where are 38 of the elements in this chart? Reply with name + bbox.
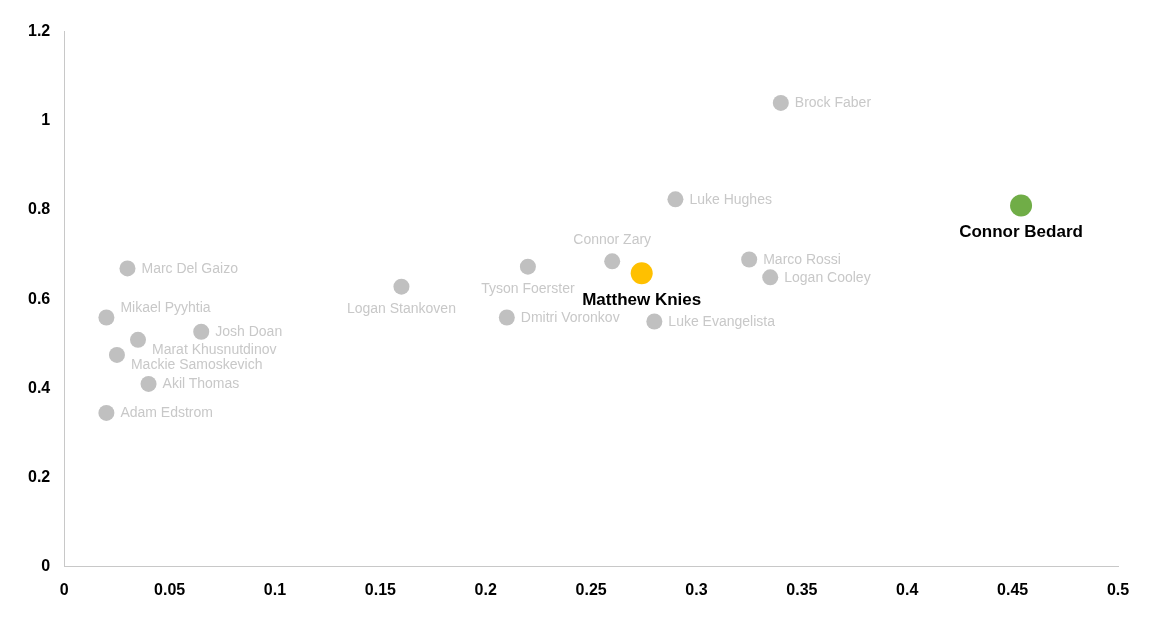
- point: [646, 313, 663, 330]
- x-tick-label: 0: [59, 580, 69, 598]
- point: [98, 404, 115, 421]
- point: [130, 331, 147, 348]
- series-label: Connor Bedard: [959, 221, 1083, 241]
- x-tick-label: 0.2: [474, 580, 497, 598]
- x-tick-label: 0.5: [1106, 580, 1130, 598]
- y-tick-label: 0.4: [27, 378, 51, 396]
- x-tick-label: 0.4: [896, 580, 919, 598]
- y-tick-label: 1: [41, 111, 51, 129]
- point: [98, 309, 115, 326]
- x-tick-label: 0.05: [154, 580, 186, 598]
- point: [108, 346, 125, 363]
- y-tick-label: 0.6: [27, 289, 51, 307]
- y-tick-label: 1.2: [27, 22, 51, 40]
- x-tick-label: 0.45: [997, 580, 1029, 598]
- x-tick-label: 0.35: [786, 580, 818, 598]
- point: [772, 94, 789, 111]
- x-tick-label: 0.25: [575, 580, 607, 598]
- x-tick-label: 0.3: [685, 580, 708, 598]
- point: [393, 278, 410, 295]
- x-tick-label: 0.15: [364, 580, 397, 598]
- point: [667, 191, 684, 208]
- point: [119, 260, 136, 277]
- series-label: Matthew Knies: [582, 289, 702, 309]
- y-tick-label: 0: [41, 557, 51, 575]
- point: [741, 251, 758, 268]
- x-tick-label: 0.1: [263, 580, 287, 598]
- y-tick-label: 0.8: [27, 200, 51, 218]
- point: [1010, 194, 1033, 217]
- y-tick-label: 0.2: [27, 468, 51, 486]
- point: [193, 323, 210, 340]
- point: [498, 309, 515, 326]
- point: [519, 258, 536, 275]
- point: [604, 253, 621, 270]
- point: [630, 262, 653, 285]
- point: [140, 375, 157, 392]
- point: [762, 269, 779, 286]
